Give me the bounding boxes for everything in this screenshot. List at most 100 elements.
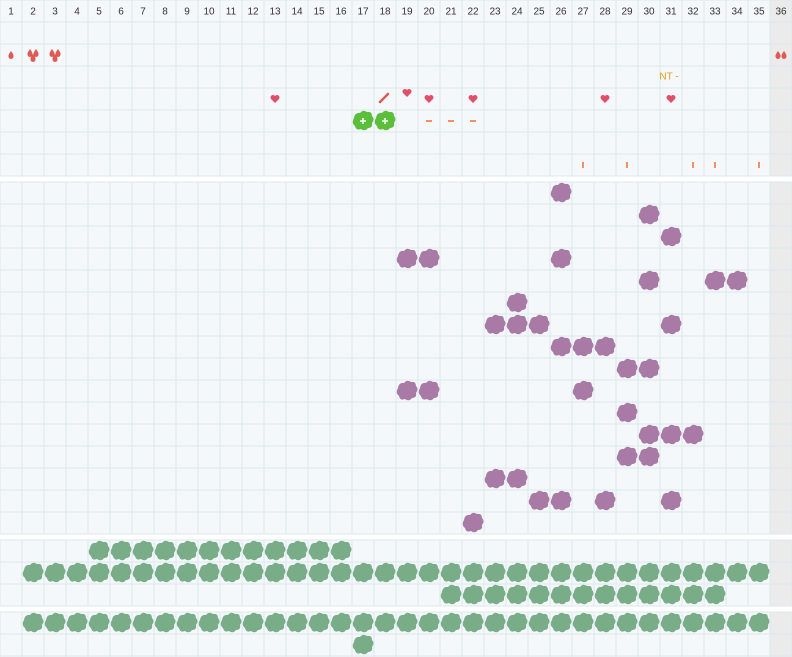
- green-item: [594, 562, 616, 583]
- green-item: [682, 584, 704, 605]
- drop-icon: [33, 49, 39, 58]
- column-label: 21: [445, 7, 457, 18]
- green-item: [550, 562, 572, 583]
- green-item: [682, 562, 704, 583]
- column-label: 33: [709, 7, 721, 18]
- purple-item: [528, 490, 550, 511]
- green-item: [704, 612, 726, 633]
- purple-item: [594, 490, 616, 511]
- green-item: [242, 612, 264, 633]
- column-label: 28: [599, 7, 611, 18]
- pen-icon: [378, 92, 390, 104]
- green-item: [352, 612, 374, 633]
- column-label: 31: [665, 7, 677, 18]
- green-item: [110, 562, 132, 583]
- green-item: [110, 540, 132, 561]
- green-item: [286, 612, 308, 633]
- column-label: 32: [687, 7, 699, 18]
- green-item: [616, 584, 638, 605]
- purple-item: [506, 468, 528, 489]
- green-item: [572, 562, 594, 583]
- green-item: [308, 540, 330, 561]
- column-label: 15: [313, 7, 325, 18]
- green-item: [132, 540, 154, 561]
- column-label: 19: [401, 7, 413, 18]
- green-item: [506, 584, 528, 605]
- green-item: [330, 540, 352, 561]
- green-item: [132, 562, 154, 583]
- green-item: [462, 584, 484, 605]
- green-item: [220, 540, 242, 561]
- green-item: [462, 562, 484, 583]
- green-item: [418, 612, 440, 633]
- purple-item: [726, 270, 748, 291]
- green-item: [726, 612, 748, 633]
- purple-item: [396, 380, 418, 401]
- green-item: [308, 562, 330, 583]
- column-label: 11: [226, 7, 237, 18]
- column-label: 13: [269, 7, 281, 18]
- drop-icon: [775, 51, 781, 59]
- heart-icon: [666, 95, 676, 103]
- green-item: [660, 584, 682, 605]
- green-item: [154, 562, 176, 583]
- green-item: [396, 612, 418, 633]
- purple-item: [660, 226, 682, 247]
- column-label: 8: [162, 7, 168, 18]
- green-item: [154, 540, 176, 561]
- green-item: [638, 612, 660, 633]
- green-item: [22, 562, 44, 583]
- green-item: [220, 612, 242, 633]
- green-item: [594, 584, 616, 605]
- purple-item: [550, 336, 572, 357]
- green-item: [440, 612, 462, 633]
- column-label: 17: [357, 7, 369, 18]
- green-item: [682, 612, 704, 633]
- purple-item: [550, 490, 572, 511]
- green-item: [726, 562, 748, 583]
- column-label: 24: [511, 7, 523, 18]
- column-label: 4: [74, 7, 80, 18]
- purple-item: [660, 490, 682, 511]
- purple-item: [638, 204, 660, 225]
- green-item: [330, 562, 352, 583]
- green-item: [44, 612, 66, 633]
- green-item: [528, 612, 550, 633]
- green-item: [66, 562, 88, 583]
- column-label: 12: [247, 7, 259, 18]
- green-item: [374, 612, 396, 633]
- column-label: 7: [140, 7, 146, 18]
- purple-item: [418, 380, 440, 401]
- green-item: [286, 540, 308, 561]
- green-item: [176, 612, 198, 633]
- green-item: [88, 562, 110, 583]
- green-item: [198, 562, 220, 583]
- green-item: [638, 584, 660, 605]
- green-item: [264, 562, 286, 583]
- purple-item: [528, 314, 550, 335]
- purple-item: [616, 402, 638, 423]
- green-item: [528, 562, 550, 583]
- disabled-column: [770, 540, 792, 606]
- green-item: [176, 540, 198, 561]
- purple-item: [418, 248, 440, 269]
- green-item: [198, 612, 220, 633]
- green-item: [264, 540, 286, 561]
- green-item: [484, 562, 506, 583]
- column-label: 5: [96, 7, 102, 18]
- drop-icon: [55, 49, 61, 58]
- green-item: [660, 612, 682, 633]
- green-item: [440, 584, 462, 605]
- green-item: [704, 584, 726, 605]
- green-item: [396, 562, 418, 583]
- green-item: [660, 562, 682, 583]
- purple-item: [572, 380, 594, 401]
- column-label: 34: [731, 7, 743, 18]
- plus-icon: [360, 118, 366, 124]
- green-item: [286, 562, 308, 583]
- column-label: 27: [577, 7, 589, 18]
- purple-item: [484, 314, 506, 335]
- green-item: [132, 612, 154, 633]
- green-item: [22, 612, 44, 633]
